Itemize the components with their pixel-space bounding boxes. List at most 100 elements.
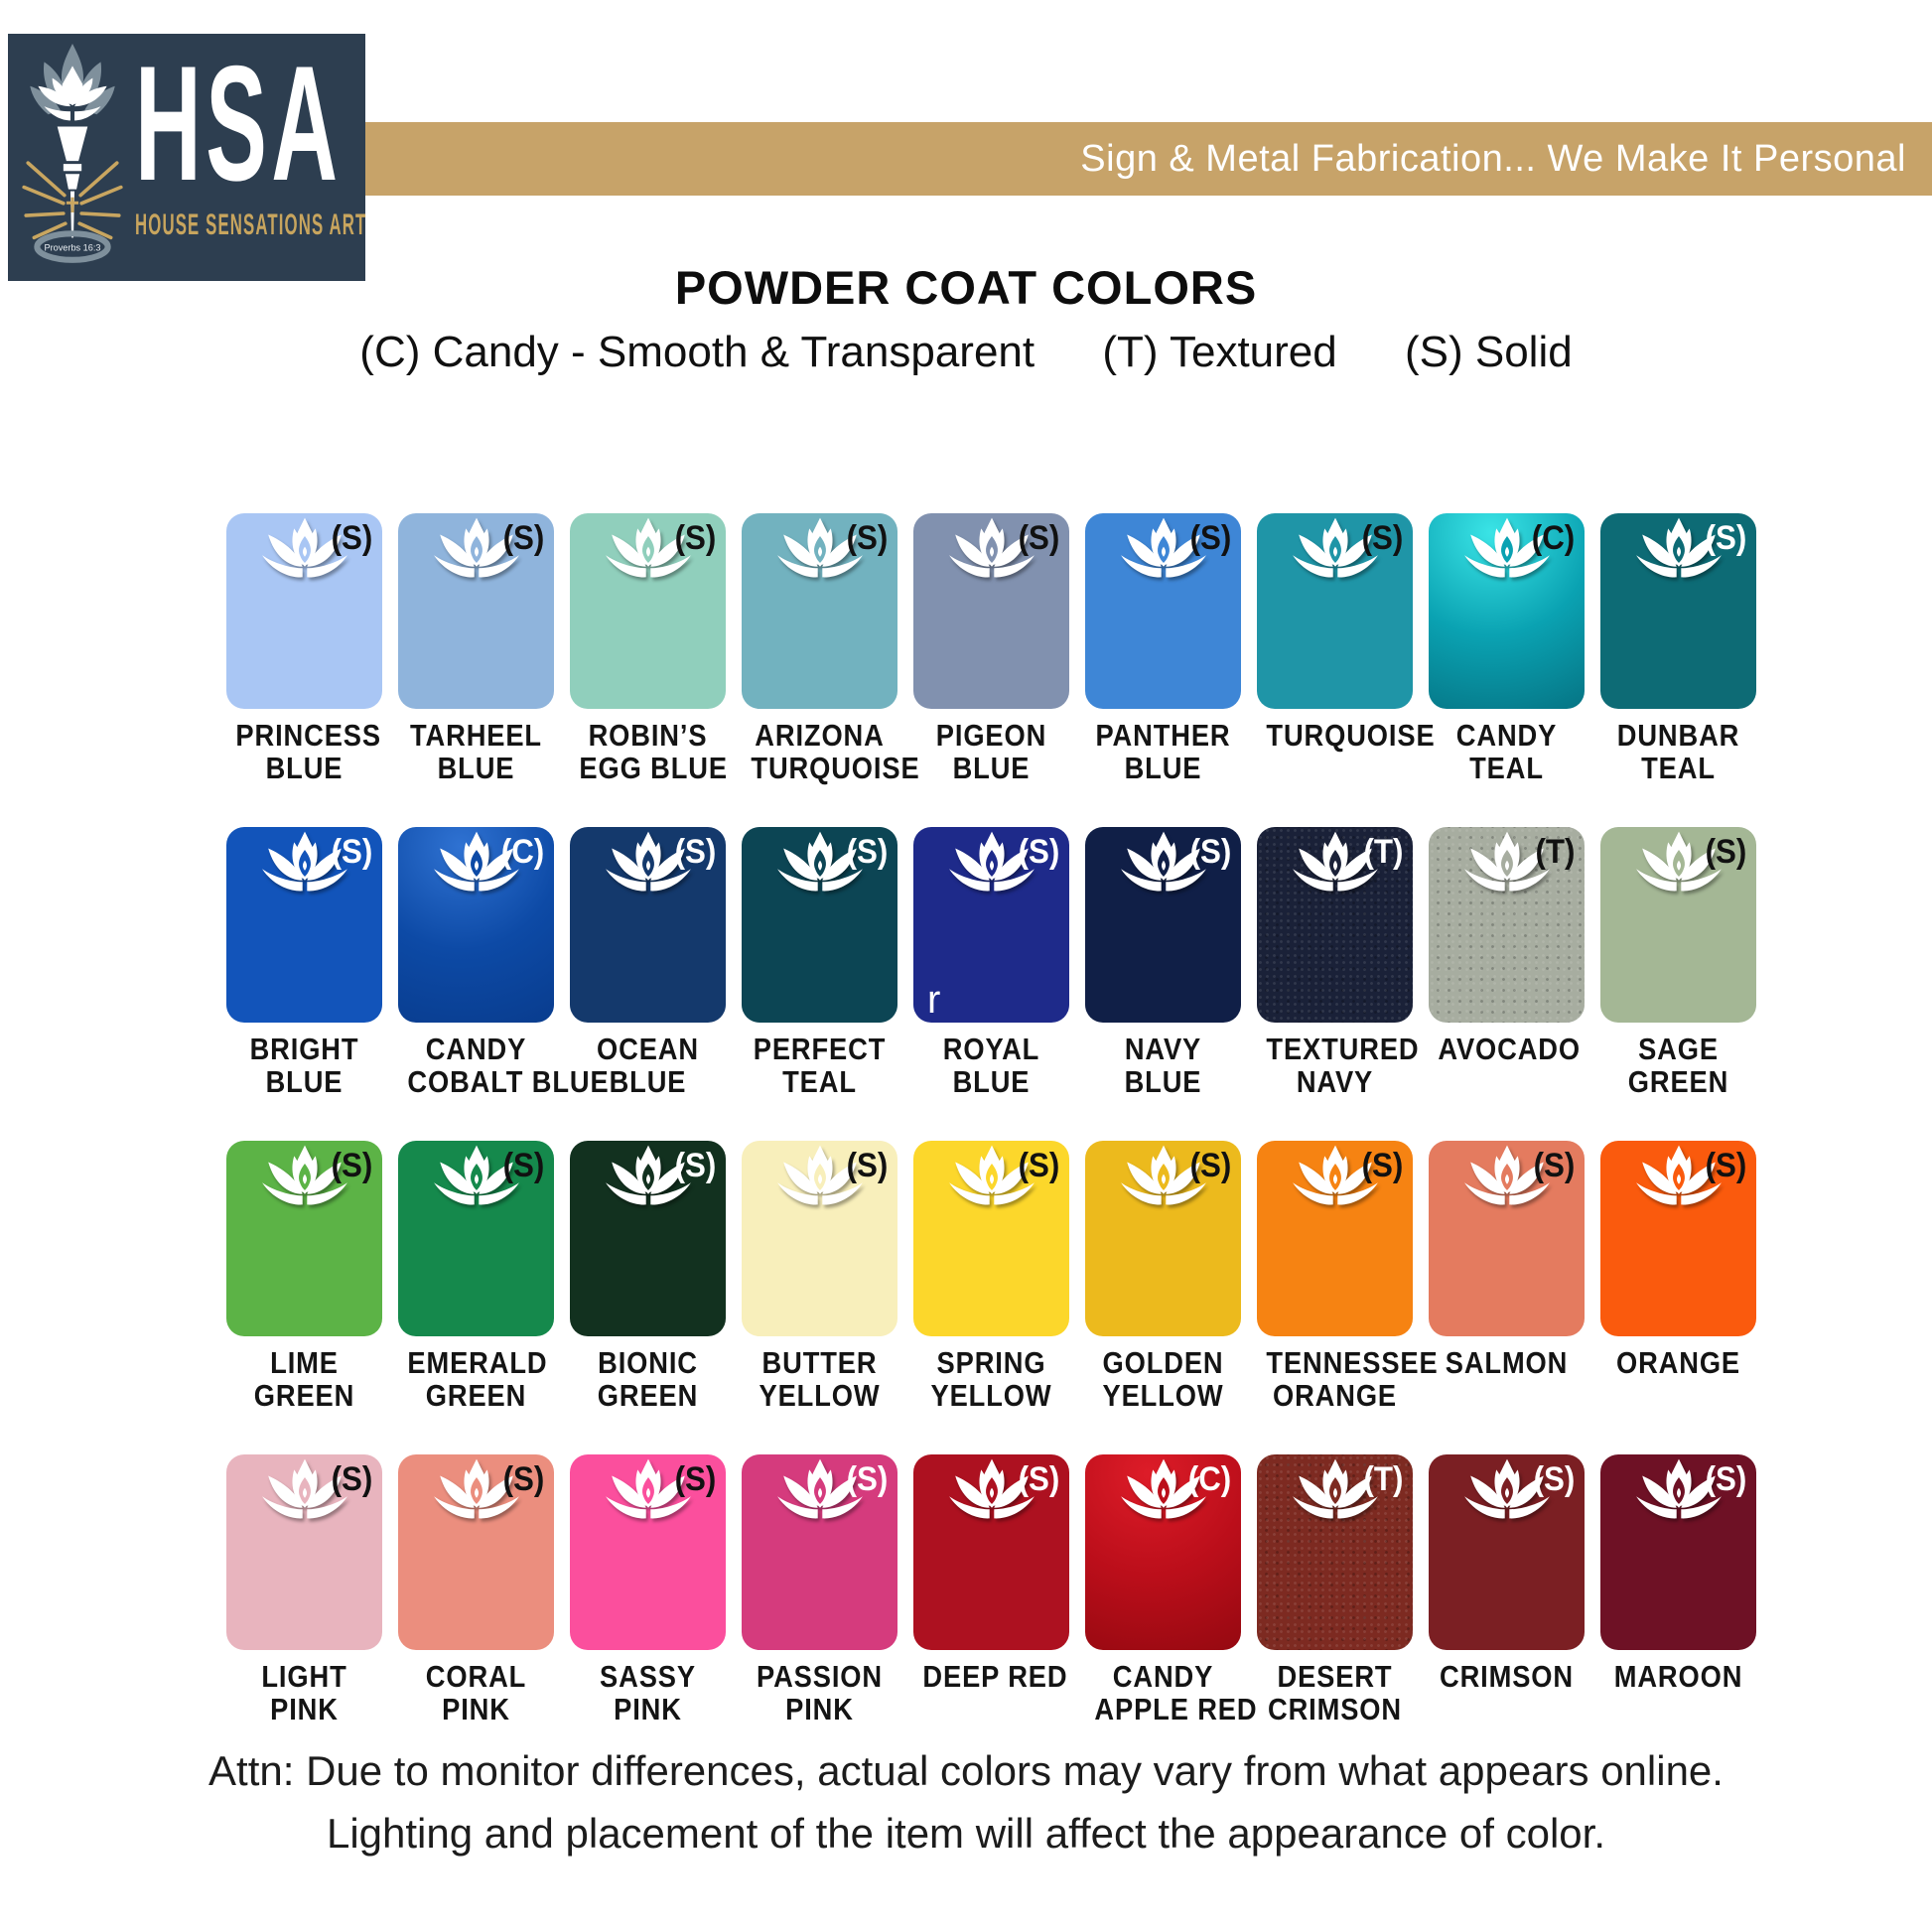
- color-swatch: (S): [742, 1141, 897, 1336]
- lotus-icon: [605, 1145, 691, 1205]
- color-swatch: (S): [742, 513, 897, 709]
- color-swatch: (S): [1085, 827, 1241, 1023]
- swatch-name-line: GREEN: [253, 1378, 355, 1413]
- lotus-icon: [1120, 1145, 1206, 1205]
- lotus-icon: [1463, 1145, 1550, 1205]
- swatch-name-line: EMERALD: [407, 1345, 548, 1380]
- swatch-name-line: YELLOW: [930, 1378, 1052, 1413]
- swatch-name-line: NAVY: [1124, 1032, 1202, 1066]
- disclaimer-line-2: Lighting and placement of the item will …: [326, 1810, 1606, 1857]
- tagline-text: Sign & Metal Fabrication... We Make It P…: [1080, 137, 1906, 180]
- swatch-name-line: BLUE: [265, 751, 344, 785]
- lotus-icon: [1120, 1458, 1206, 1519]
- color-swatch: (T): [1257, 827, 1413, 1023]
- finish-type-label: (S): [1533, 1460, 1575, 1498]
- torch-lotus-icon: Proverbs 16:3: [22, 44, 123, 263]
- swatch-name: SAGE GREEN: [1609, 1033, 1746, 1098]
- swatch-name: NAVY BLUE: [1094, 1033, 1231, 1098]
- swatch-name: DESERT CRIMSON: [1266, 1660, 1403, 1725]
- finish-type-label: (S): [674, 1147, 716, 1184]
- swatch-cell: (T) AVOCADO: [1429, 763, 1585, 1077]
- swatch-cell: (S) SALMON: [1429, 1077, 1585, 1391]
- hsa-logo-block: Proverbs 16:3 HSA HOUSE SENSATIONS ART: [8, 34, 365, 281]
- finish-type-label: (S): [331, 1460, 372, 1498]
- lotus-icon: [605, 1458, 691, 1519]
- swatch-name: TEXTURED NAVY: [1266, 1033, 1418, 1098]
- finish-type-label: (S): [846, 833, 888, 871]
- lotus-icon: [605, 517, 691, 578]
- swatch-cell: (S) NAVY BLUE: [1085, 763, 1241, 1098]
- stray-r-text: r: [927, 978, 941, 1022]
- color-swatch: (S): [913, 513, 1069, 709]
- color-swatch: (S): [398, 513, 554, 709]
- swatch-name: GOLDEN YELLOW: [1094, 1346, 1231, 1412]
- hsa-name: HOUSE SENSATIONS ART: [135, 208, 367, 241]
- swatch-name-line: ORANGE: [1272, 1378, 1398, 1413]
- lotus-icon: [1292, 831, 1378, 892]
- lotus-icon: [433, 517, 519, 578]
- swatch-name-line: PINK: [442, 1692, 510, 1726]
- lotus-icon: [1120, 831, 1206, 892]
- lotus-icon: [1463, 831, 1550, 892]
- finish-type-label: (S): [674, 833, 716, 871]
- finish-type-label: (S): [1189, 1147, 1231, 1184]
- swatch-name-line: BRIGHT: [249, 1032, 359, 1066]
- color-swatch: (S) r: [913, 827, 1069, 1023]
- swatch-cell: (S) ARIZONA TURQUOISE: [742, 450, 919, 784]
- swatch-cell: (S) TARHEEL BLUE: [398, 450, 554, 784]
- finish-type-label: (S): [502, 1460, 544, 1498]
- swatch-cell: (S) LIME GREEN: [226, 1077, 382, 1412]
- swatch-name-line: BLUE: [952, 751, 1031, 785]
- color-swatch: (S): [226, 513, 382, 709]
- swatch-name-line: TEAL: [1641, 751, 1716, 785]
- lotus-icon: [433, 1458, 519, 1519]
- finish-type-label: (S): [1705, 1147, 1746, 1184]
- finish-type-label: (T): [1535, 833, 1575, 871]
- finish-type-label: (S): [1533, 1147, 1575, 1184]
- swatch-cell: (S) TENNESSEE ORANGE: [1257, 1077, 1439, 1412]
- swatch-name: CANDY TEAL: [1438, 719, 1575, 784]
- color-swatch: (S): [398, 1141, 554, 1336]
- color-swatch: (S): [1600, 1454, 1756, 1650]
- swatch-name-line: YELLOW: [1102, 1378, 1224, 1413]
- swatch-name: AVOCADO: [1438, 1033, 1580, 1065]
- swatch-name-line: CRIMSON: [1268, 1692, 1402, 1726]
- lotus-icon: [261, 831, 347, 892]
- lotus-icon: [433, 1145, 519, 1205]
- color-swatch: (S): [1600, 513, 1756, 709]
- color-swatch: (T): [1429, 827, 1585, 1023]
- finish-type-label: (C): [1187, 1460, 1231, 1498]
- swatch-name-line: BLUE: [437, 751, 515, 785]
- swatch-cell: (C) CANDY COBALT BLUE: [398, 763, 609, 1098]
- color-swatch: (S): [1429, 1141, 1585, 1336]
- swatch-name: PRINCESS BLUE: [235, 719, 380, 785]
- finish-type-label: (S): [1018, 519, 1059, 557]
- finish-type-label: (S): [674, 519, 716, 557]
- color-swatch: (S): [742, 1454, 897, 1650]
- logo-base-ellipse: [34, 230, 111, 263]
- swatch-name-line: TEAL: [782, 1064, 857, 1099]
- swatch-cell: (S) SAGE GREEN: [1600, 763, 1756, 1098]
- swatch-name-line: ARIZONA: [755, 718, 885, 753]
- swatch-name-line: PIGEON: [935, 718, 1047, 753]
- swatch-name-line: TENNESSEE: [1266, 1345, 1439, 1380]
- lotus-icon: [1635, 1145, 1722, 1205]
- finish-type-label: (S): [674, 1460, 716, 1498]
- swatch-cell: (S) DUNBAR TEAL: [1600, 450, 1756, 784]
- swatch-name-line: GREEN: [597, 1378, 699, 1413]
- swatch-cell: (S) ORANGE: [1600, 1077, 1756, 1391]
- finish-type-label: (S): [1189, 833, 1231, 871]
- finish-type-label: (T): [1363, 1460, 1403, 1498]
- finish-type-label: (S): [331, 1147, 372, 1184]
- finish-type-label: (S): [502, 519, 544, 557]
- swatch-name: PIGEON BLUE: [922, 719, 1059, 784]
- lotus-icon: [776, 517, 863, 578]
- swatch-name: LIME GREEN: [235, 1346, 372, 1412]
- swatch-name-line: LIME: [270, 1345, 339, 1380]
- swatch-name-line: PINK: [270, 1692, 339, 1726]
- finish-type-label: (S): [1705, 519, 1746, 557]
- logo-verse-text: Proverbs 16:3: [44, 243, 100, 253]
- swatch-name: SASSY PINK: [579, 1660, 716, 1725]
- lotus-icon: [1292, 1145, 1378, 1205]
- swatch-name-line: GOLDEN: [1102, 1345, 1224, 1380]
